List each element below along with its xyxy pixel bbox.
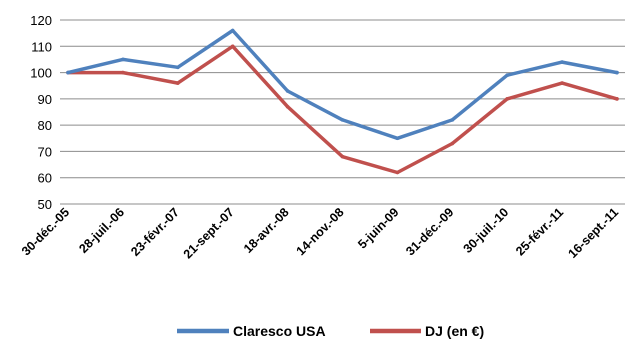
data-point xyxy=(615,97,619,101)
data-point xyxy=(121,70,125,75)
x-tick-label: 5-juin-09 xyxy=(355,205,401,251)
data-point xyxy=(615,70,619,75)
x-tick-label: 28-juil.-06 xyxy=(76,205,127,256)
legend-label: DJ (en €) xyxy=(425,323,484,339)
series-lines xyxy=(66,28,619,175)
data-point xyxy=(176,81,180,85)
data-point xyxy=(230,28,235,33)
x-tick-label: 23-févr.-07 xyxy=(128,205,182,259)
y-tick-label: 70 xyxy=(38,144,52,159)
data-point xyxy=(450,141,455,146)
y-tick-label: 50 xyxy=(38,197,52,212)
x-tick-label: 14-nov.-08 xyxy=(294,205,347,258)
y-tick-label: 60 xyxy=(38,171,52,186)
data-point xyxy=(340,118,345,122)
x-tick-label: 16-sept.-11 xyxy=(566,205,622,261)
y-tick-label: 110 xyxy=(31,39,52,54)
x-axis-tick-labels: 30-déc.-05 28-juil.-06 23-févr.-0721-sept.… xyxy=(19,205,621,261)
y-tick-label: 100 xyxy=(30,66,52,81)
y-tick-label: 120 xyxy=(30,13,52,28)
data-point xyxy=(66,70,70,75)
y-tick-label: 90 xyxy=(38,92,52,107)
data-point xyxy=(230,44,235,49)
data-point xyxy=(285,104,290,109)
data-point xyxy=(121,57,125,62)
series-line-1 xyxy=(66,44,619,175)
x-tick-label: 31-déc.-09 xyxy=(403,205,456,258)
data-point xyxy=(560,81,564,85)
gridlines xyxy=(60,19,625,205)
x-tick-label: 25-févr.-11 xyxy=(513,205,566,258)
x-tick-label: 30-juil.-10 xyxy=(461,205,512,256)
data-point xyxy=(340,154,345,159)
data-point xyxy=(176,65,180,70)
x-tick-label: 21-sept.-07 xyxy=(181,205,237,261)
y-tick-label: 80 xyxy=(38,118,52,133)
data-point xyxy=(505,73,510,77)
legend: Claresco USA DJ (en €) xyxy=(177,323,484,339)
data-point xyxy=(560,60,564,64)
data-point xyxy=(505,97,510,101)
x-tick-label: 18-avr.-08 xyxy=(241,205,292,256)
data-point xyxy=(395,170,400,175)
y-axis-tick-labels: 50 60 70 80 90 100 110 120 xyxy=(30,13,52,212)
legend-label: Claresco USA xyxy=(233,323,326,339)
data-point xyxy=(450,118,455,122)
data-point xyxy=(395,136,400,141)
data-point xyxy=(285,89,290,93)
x-tick-label: 30-déc.-05 xyxy=(19,205,72,258)
